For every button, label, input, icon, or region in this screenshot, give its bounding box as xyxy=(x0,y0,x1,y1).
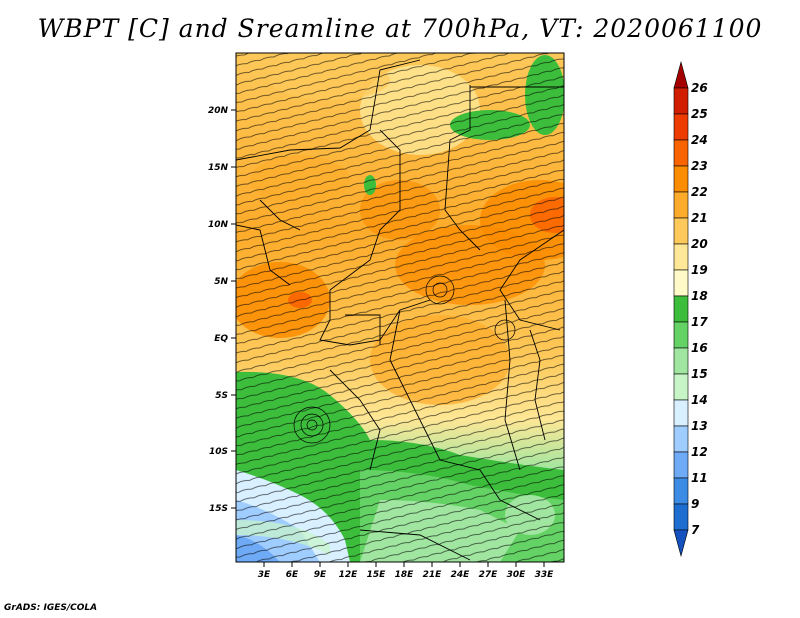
wbpt-shading xyxy=(236,53,564,562)
latitude-axis: 20N 15N 10N 5N EQ 5S 10S 15S xyxy=(208,106,236,514)
country-borders xyxy=(236,59,564,561)
colorbar-label: 25 xyxy=(691,107,708,121)
colorbar-label: 26 xyxy=(691,81,708,95)
lat-label: 10N xyxy=(208,220,229,230)
lon-label: 12E xyxy=(339,570,359,580)
colorbar-label: 17 xyxy=(691,315,708,329)
colorbar-segment xyxy=(673,347,689,375)
colorbar-label: 20 xyxy=(691,237,708,251)
map-frame xyxy=(235,52,565,563)
lat-label: 5S xyxy=(215,391,228,401)
colorbar-segment xyxy=(673,399,689,427)
colorbar-label: 24 xyxy=(691,133,708,147)
colorbar-label: 12 xyxy=(691,445,708,459)
colorbar-segment xyxy=(673,295,689,323)
lat-label: 20N xyxy=(208,106,229,116)
lat-label: 15N xyxy=(208,163,229,173)
chart-title: WBPT [C] and Sreamline at 700hPa, VT: 20… xyxy=(37,14,763,43)
lon-label: 33E xyxy=(535,570,555,580)
lat-label: 5N xyxy=(214,277,228,287)
colorbar-label: 23 xyxy=(691,159,708,173)
lon-label: 27E xyxy=(479,570,499,580)
lat-label: EQ xyxy=(214,334,228,344)
colorbar-arrow-bottom xyxy=(673,529,689,558)
lat-label: 15S xyxy=(209,504,228,514)
colorbar-segment xyxy=(673,477,689,505)
colorbar-segment xyxy=(673,451,689,479)
colorbar-segment xyxy=(673,191,689,219)
colorbar-label: 11 xyxy=(691,471,708,485)
lon-label: 3E xyxy=(258,570,271,580)
colorbar-segment xyxy=(673,321,689,349)
colorbar-arrow-top xyxy=(673,60,689,89)
lon-label: 21E xyxy=(423,570,443,580)
colorbar-segment xyxy=(673,373,689,401)
colorbar-label: 13 xyxy=(691,419,708,433)
credit-text: GrADS: IGES/COLA xyxy=(4,603,98,613)
colorbar-label: 18 xyxy=(691,289,708,303)
colorbar-segment xyxy=(673,113,689,141)
colorbar-segment xyxy=(673,87,689,115)
colorbar: 26 25 24 23 22 21 20 19 18 17 16 15 14 1… xyxy=(673,60,708,558)
colorbar-label: 9 xyxy=(691,497,699,511)
colorbar-label: 7 xyxy=(691,523,700,537)
lon-label: 15E xyxy=(367,570,387,580)
colorbar-segment xyxy=(673,139,689,167)
colorbar-label: 19 xyxy=(691,263,708,277)
lon-label: 9E xyxy=(314,570,327,580)
colorbar-segment xyxy=(673,269,689,297)
longitude-axis: 3E 6E 9E 12E 15E 18E 21E 24E 27E 30E 33E xyxy=(258,562,554,580)
lon-label: 30E xyxy=(507,570,527,580)
lon-label: 6E xyxy=(286,570,299,580)
lat-label: 10S xyxy=(209,447,228,457)
colorbar-label: 16 xyxy=(691,341,708,355)
colorbar-segment xyxy=(673,503,689,531)
colorbar-segment xyxy=(673,217,689,245)
colorbar-segment xyxy=(673,165,689,193)
colorbar-label: 21 xyxy=(691,211,708,225)
colorbar-label: 22 xyxy=(691,185,708,199)
lon-label: 24E xyxy=(451,570,471,580)
colorbar-label: 14 xyxy=(691,393,708,407)
colorbar-segment xyxy=(673,425,689,453)
colorbar-label: 15 xyxy=(691,367,708,381)
lon-label: 18E xyxy=(395,570,415,580)
colorbar-segment xyxy=(673,243,689,271)
